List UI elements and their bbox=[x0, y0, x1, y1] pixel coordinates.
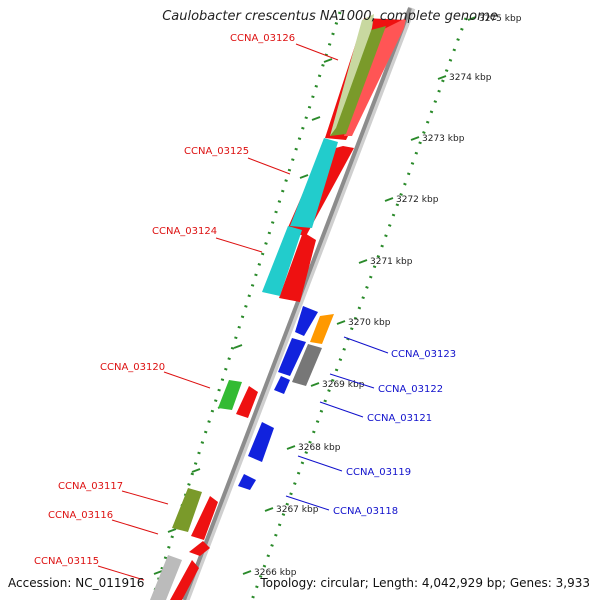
cds-bar bbox=[279, 232, 316, 302]
gene-label-forward: CCNA_03120 bbox=[100, 362, 165, 373]
scale-tick-label: 3275 kbp bbox=[479, 14, 522, 24]
gene-ccna-03120 bbox=[218, 380, 242, 410]
gene-ccna-03124 bbox=[262, 226, 302, 296]
scale-tick bbox=[336, 320, 346, 325]
scale-tick bbox=[310, 382, 320, 387]
scale-tick-label: 3268 kbp bbox=[298, 443, 341, 453]
gene-label-connector bbox=[215, 237, 263, 253]
left-ruler-tick bbox=[233, 344, 243, 349]
cds-bar-highlight bbox=[344, 18, 406, 136]
gene-label-connector bbox=[343, 336, 389, 354]
gene-label-connector bbox=[285, 495, 330, 511]
left-ruler-tick bbox=[153, 570, 163, 575]
gene-label-forward: CCNA_03117 bbox=[58, 481, 123, 492]
accession-text: Accession: NC_011916 bbox=[8, 576, 145, 590]
gene-label-forward: CCNA_03116 bbox=[48, 510, 113, 521]
gene-label-connector bbox=[163, 371, 211, 389]
gene-label-reverse: CCNA_03118 bbox=[333, 506, 398, 517]
gene-label-connector bbox=[111, 519, 159, 535]
gene-ccna-03115 bbox=[150, 555, 182, 600]
gene-ccna-03121 bbox=[274, 376, 290, 394]
gene-label-connector bbox=[121, 490, 169, 505]
gene-label-reverse: CCNA_03123 bbox=[391, 349, 456, 360]
gene-ccna-03123-blue bbox=[295, 306, 318, 336]
left-ruler-tick bbox=[299, 174, 309, 179]
scale-tick bbox=[410, 136, 420, 141]
gene-label-reverse: CCNA_03121 bbox=[367, 413, 432, 424]
cds-bar bbox=[189, 541, 210, 556]
scale-tick bbox=[384, 197, 394, 202]
gene-ccna-03125 bbox=[290, 138, 338, 228]
backbone-line bbox=[182, 7, 412, 600]
scale-tick-label: 3270 kbp bbox=[348, 318, 391, 328]
gene-ccna-03122-blue bbox=[278, 338, 306, 376]
gene-ccna-03123 bbox=[310, 314, 334, 344]
scale-tick bbox=[286, 445, 296, 450]
gene-label-connector bbox=[329, 373, 375, 389]
gene-label-forward: CCNA_03124 bbox=[152, 226, 217, 237]
left-ruler-tick bbox=[191, 468, 201, 473]
gene-ccna-03126-shade bbox=[330, 14, 374, 136]
left-ruler-dots bbox=[150, 11, 342, 600]
left-ruler-tick bbox=[323, 58, 333, 63]
scale-tick bbox=[358, 259, 368, 264]
scale-tick bbox=[467, 16, 477, 21]
scale-tick-label: 3271 kbp bbox=[370, 257, 413, 267]
gene-label-forward: CCNA_03126 bbox=[230, 33, 295, 44]
gene-ccna-03118 bbox=[238, 474, 256, 490]
gene-label-connector bbox=[97, 565, 145, 581]
cds-bar bbox=[170, 560, 199, 600]
gene-label-connector bbox=[247, 157, 291, 175]
scale-tick-label: 3273 kbp bbox=[422, 134, 465, 144]
scale-tick-label: 3272 kbp bbox=[396, 195, 439, 205]
map-title: Caulobacter crescentus NA1000, complete … bbox=[162, 9, 498, 24]
left-ruler-tick bbox=[311, 116, 321, 121]
scale-tick-label: 3266 kbp bbox=[254, 568, 297, 578]
scale-tick bbox=[437, 75, 447, 80]
gene-label-forward: CCNA_03115 bbox=[34, 556, 99, 567]
scale-tick-label: 3269 kbp bbox=[322, 380, 365, 390]
gene-ccna-03117 bbox=[172, 488, 202, 532]
scale-tick-label: 3274 kbp bbox=[449, 73, 492, 83]
gene-label-connector bbox=[319, 401, 364, 418]
gene-ccna-03119 bbox=[248, 422, 274, 462]
scale-tick bbox=[264, 507, 274, 512]
left-ruler-tick bbox=[167, 528, 177, 533]
gene-ccna-03122 bbox=[292, 344, 322, 386]
scale-tick-label: 3267 kbp bbox=[276, 505, 319, 515]
gene-label-reverse: CCNA_03119 bbox=[346, 467, 411, 478]
gene-label-reverse: CCNA_03122 bbox=[378, 384, 443, 395]
gene-label-forward: CCNA_03125 bbox=[184, 146, 249, 157]
gene-label-connector bbox=[297, 455, 343, 472]
scale-tick bbox=[242, 570, 252, 575]
cds-bar bbox=[191, 496, 218, 540]
gene-label-connector bbox=[295, 43, 339, 61]
gene-ccna-03126 bbox=[330, 26, 386, 136]
topology-text: Topology: circular; Length: 4,042,929 bp… bbox=[260, 576, 590, 590]
cds-bar bbox=[236, 386, 258, 418]
